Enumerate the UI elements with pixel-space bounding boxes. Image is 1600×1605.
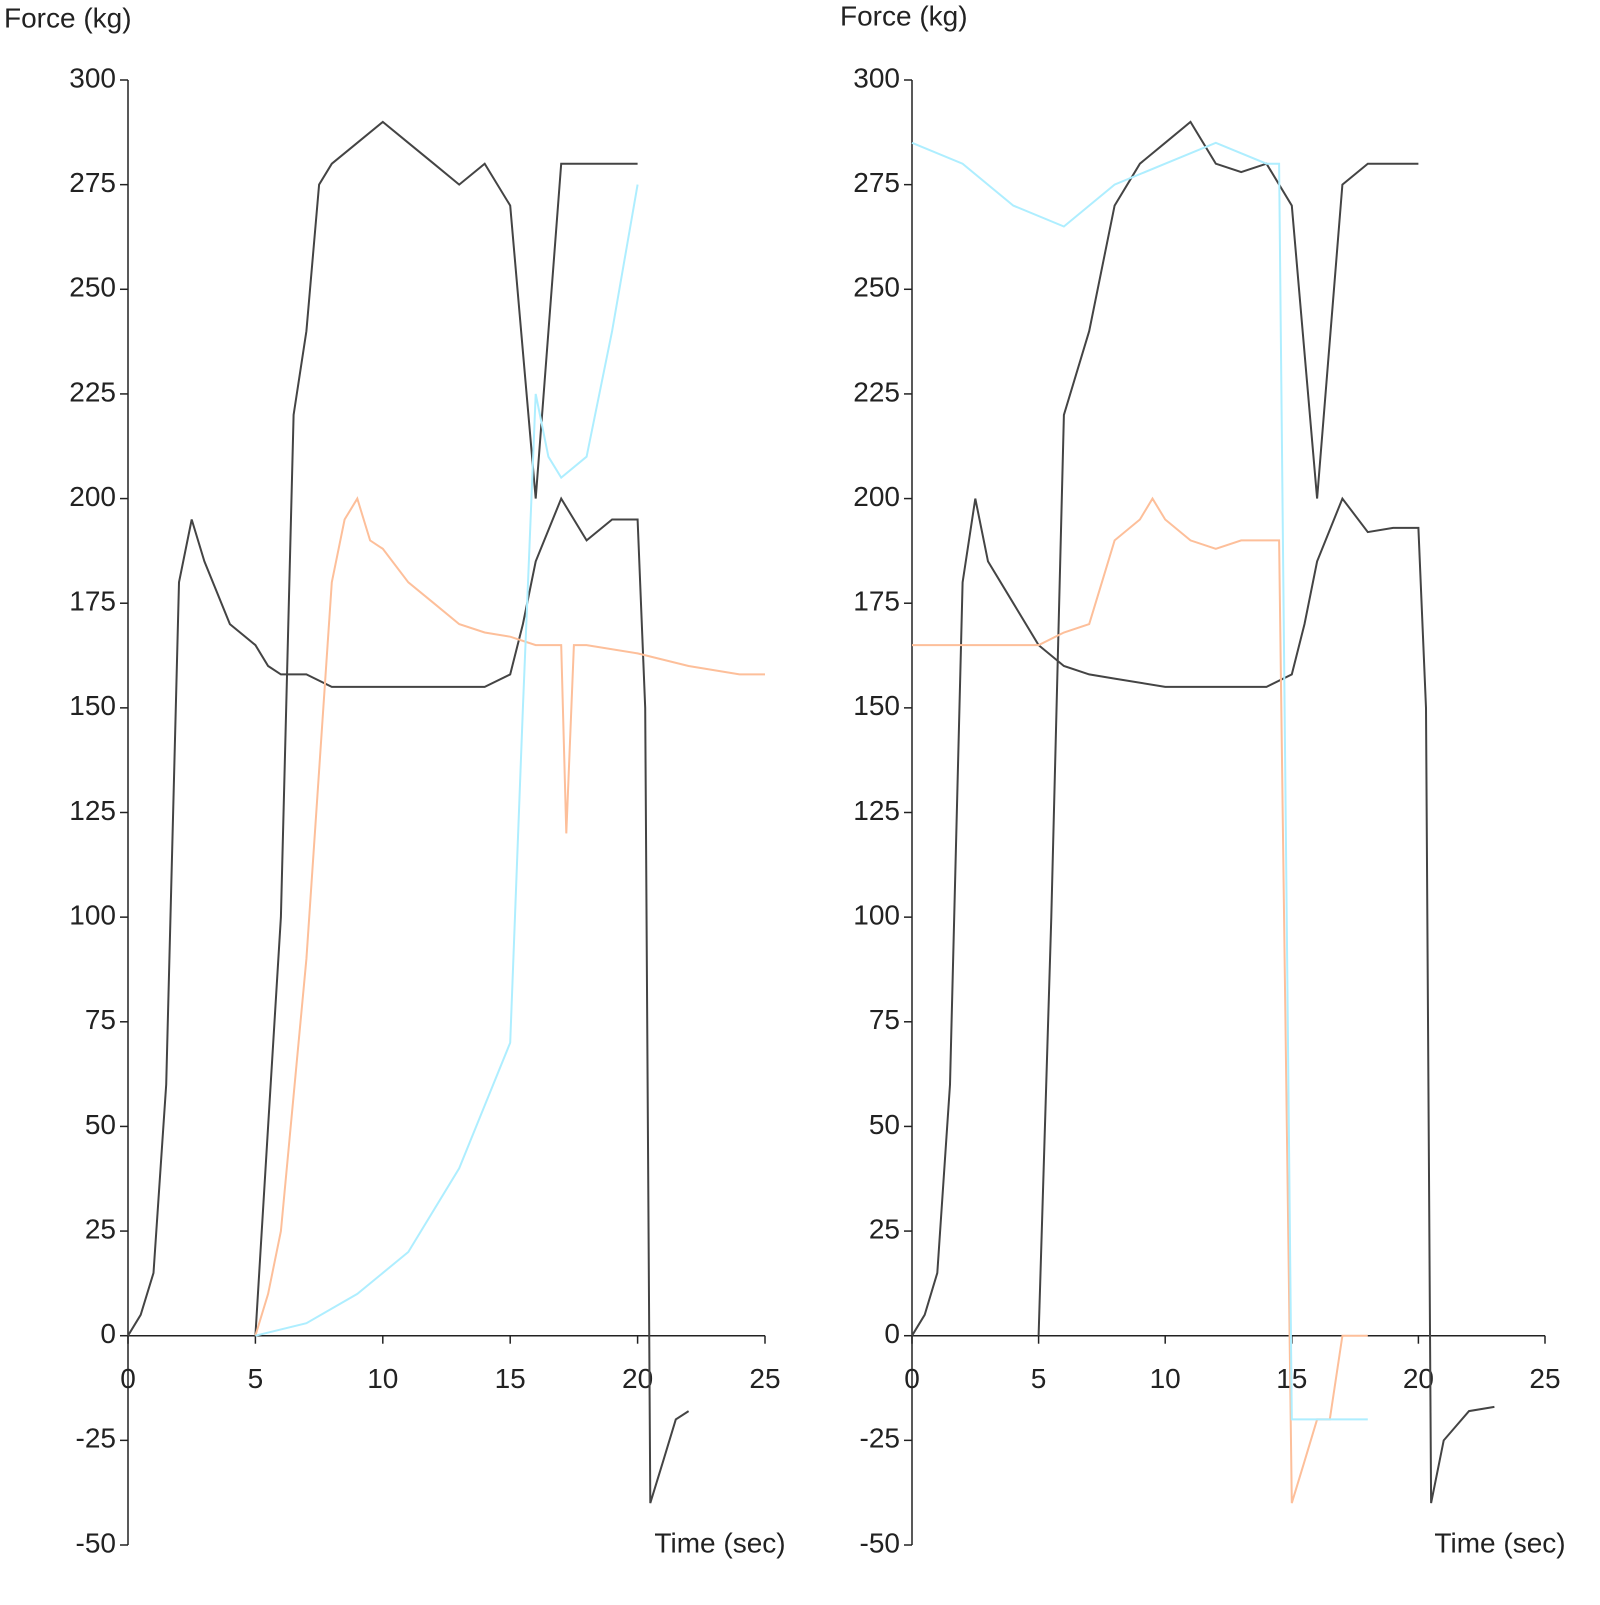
- y-tick-label: 25: [85, 1213, 116, 1244]
- y-tick-label: -25: [860, 1423, 900, 1454]
- y-tick-label: -25: [76, 1423, 116, 1454]
- x-tick-label: 5: [1031, 1363, 1047, 1394]
- x-tick-label: 25: [1529, 1363, 1560, 1394]
- data-line: [255, 184, 639, 1337]
- y-tick-label: 100: [69, 900, 116, 931]
- x-tick-label: 0: [904, 1363, 920, 1394]
- chart-title: Force (kg): [4, 2, 132, 33]
- y-tick-label: 250: [853, 272, 900, 303]
- y-tick-label: 0: [100, 1318, 116, 1349]
- data-line: [127, 496, 690, 1504]
- y-tick-label: 150: [853, 690, 900, 721]
- y-tick-label: 0: [884, 1318, 900, 1349]
- data-line: [911, 141, 1368, 1421]
- y-tick-label: 150: [69, 690, 116, 721]
- y-tick-label: 125: [853, 795, 900, 826]
- y-tick-label: 200: [853, 481, 900, 512]
- x-tick-label: 15: [495, 1363, 526, 1394]
- chart-title: Force (kg): [840, 0, 968, 31]
- y-tick-label: 100: [853, 900, 900, 931]
- data-line: [254, 120, 638, 1336]
- x-tick-label: 25: [749, 1363, 780, 1394]
- y-tick-label: 275: [69, 167, 116, 198]
- y-tick-label: 50: [85, 1109, 116, 1140]
- y-tick-label: 300: [853, 62, 900, 93]
- y-tick-label: 250: [69, 272, 116, 303]
- data-line: [1037, 120, 1419, 1336]
- x-axis-label: Time (sec): [654, 1527, 785, 1558]
- x-tick-label: 10: [1150, 1363, 1181, 1394]
- y-tick-label: 225: [69, 376, 116, 407]
- y-tick-label: 200: [69, 481, 116, 512]
- data-line: [912, 496, 1368, 1504]
- y-tick-label: 25: [869, 1213, 900, 1244]
- y-tick-label: -50: [860, 1527, 900, 1558]
- y-tick-label: 125: [69, 795, 116, 826]
- y-tick-label: 275: [853, 167, 900, 198]
- y-tick-label: 225: [853, 376, 900, 407]
- y-tick-label: 175: [69, 586, 116, 617]
- y-tick-label: 75: [85, 1004, 116, 1035]
- y-tick-label: 75: [869, 1004, 900, 1035]
- data-line: [254, 496, 765, 1336]
- y-tick-label: -50: [76, 1527, 116, 1558]
- x-tick-label: 0: [120, 1363, 136, 1394]
- x-tick-label: 20: [622, 1363, 653, 1394]
- x-axis-label: Time (sec): [1434, 1527, 1565, 1558]
- data-line: [911, 496, 1495, 1504]
- y-tick-label: 50: [869, 1109, 900, 1140]
- x-tick-label: 10: [367, 1363, 398, 1394]
- y-tick-label: 175: [853, 586, 900, 617]
- x-tick-label: 20: [1403, 1363, 1434, 1394]
- y-tick-label: 300: [69, 62, 116, 93]
- x-tick-label: 5: [248, 1363, 264, 1394]
